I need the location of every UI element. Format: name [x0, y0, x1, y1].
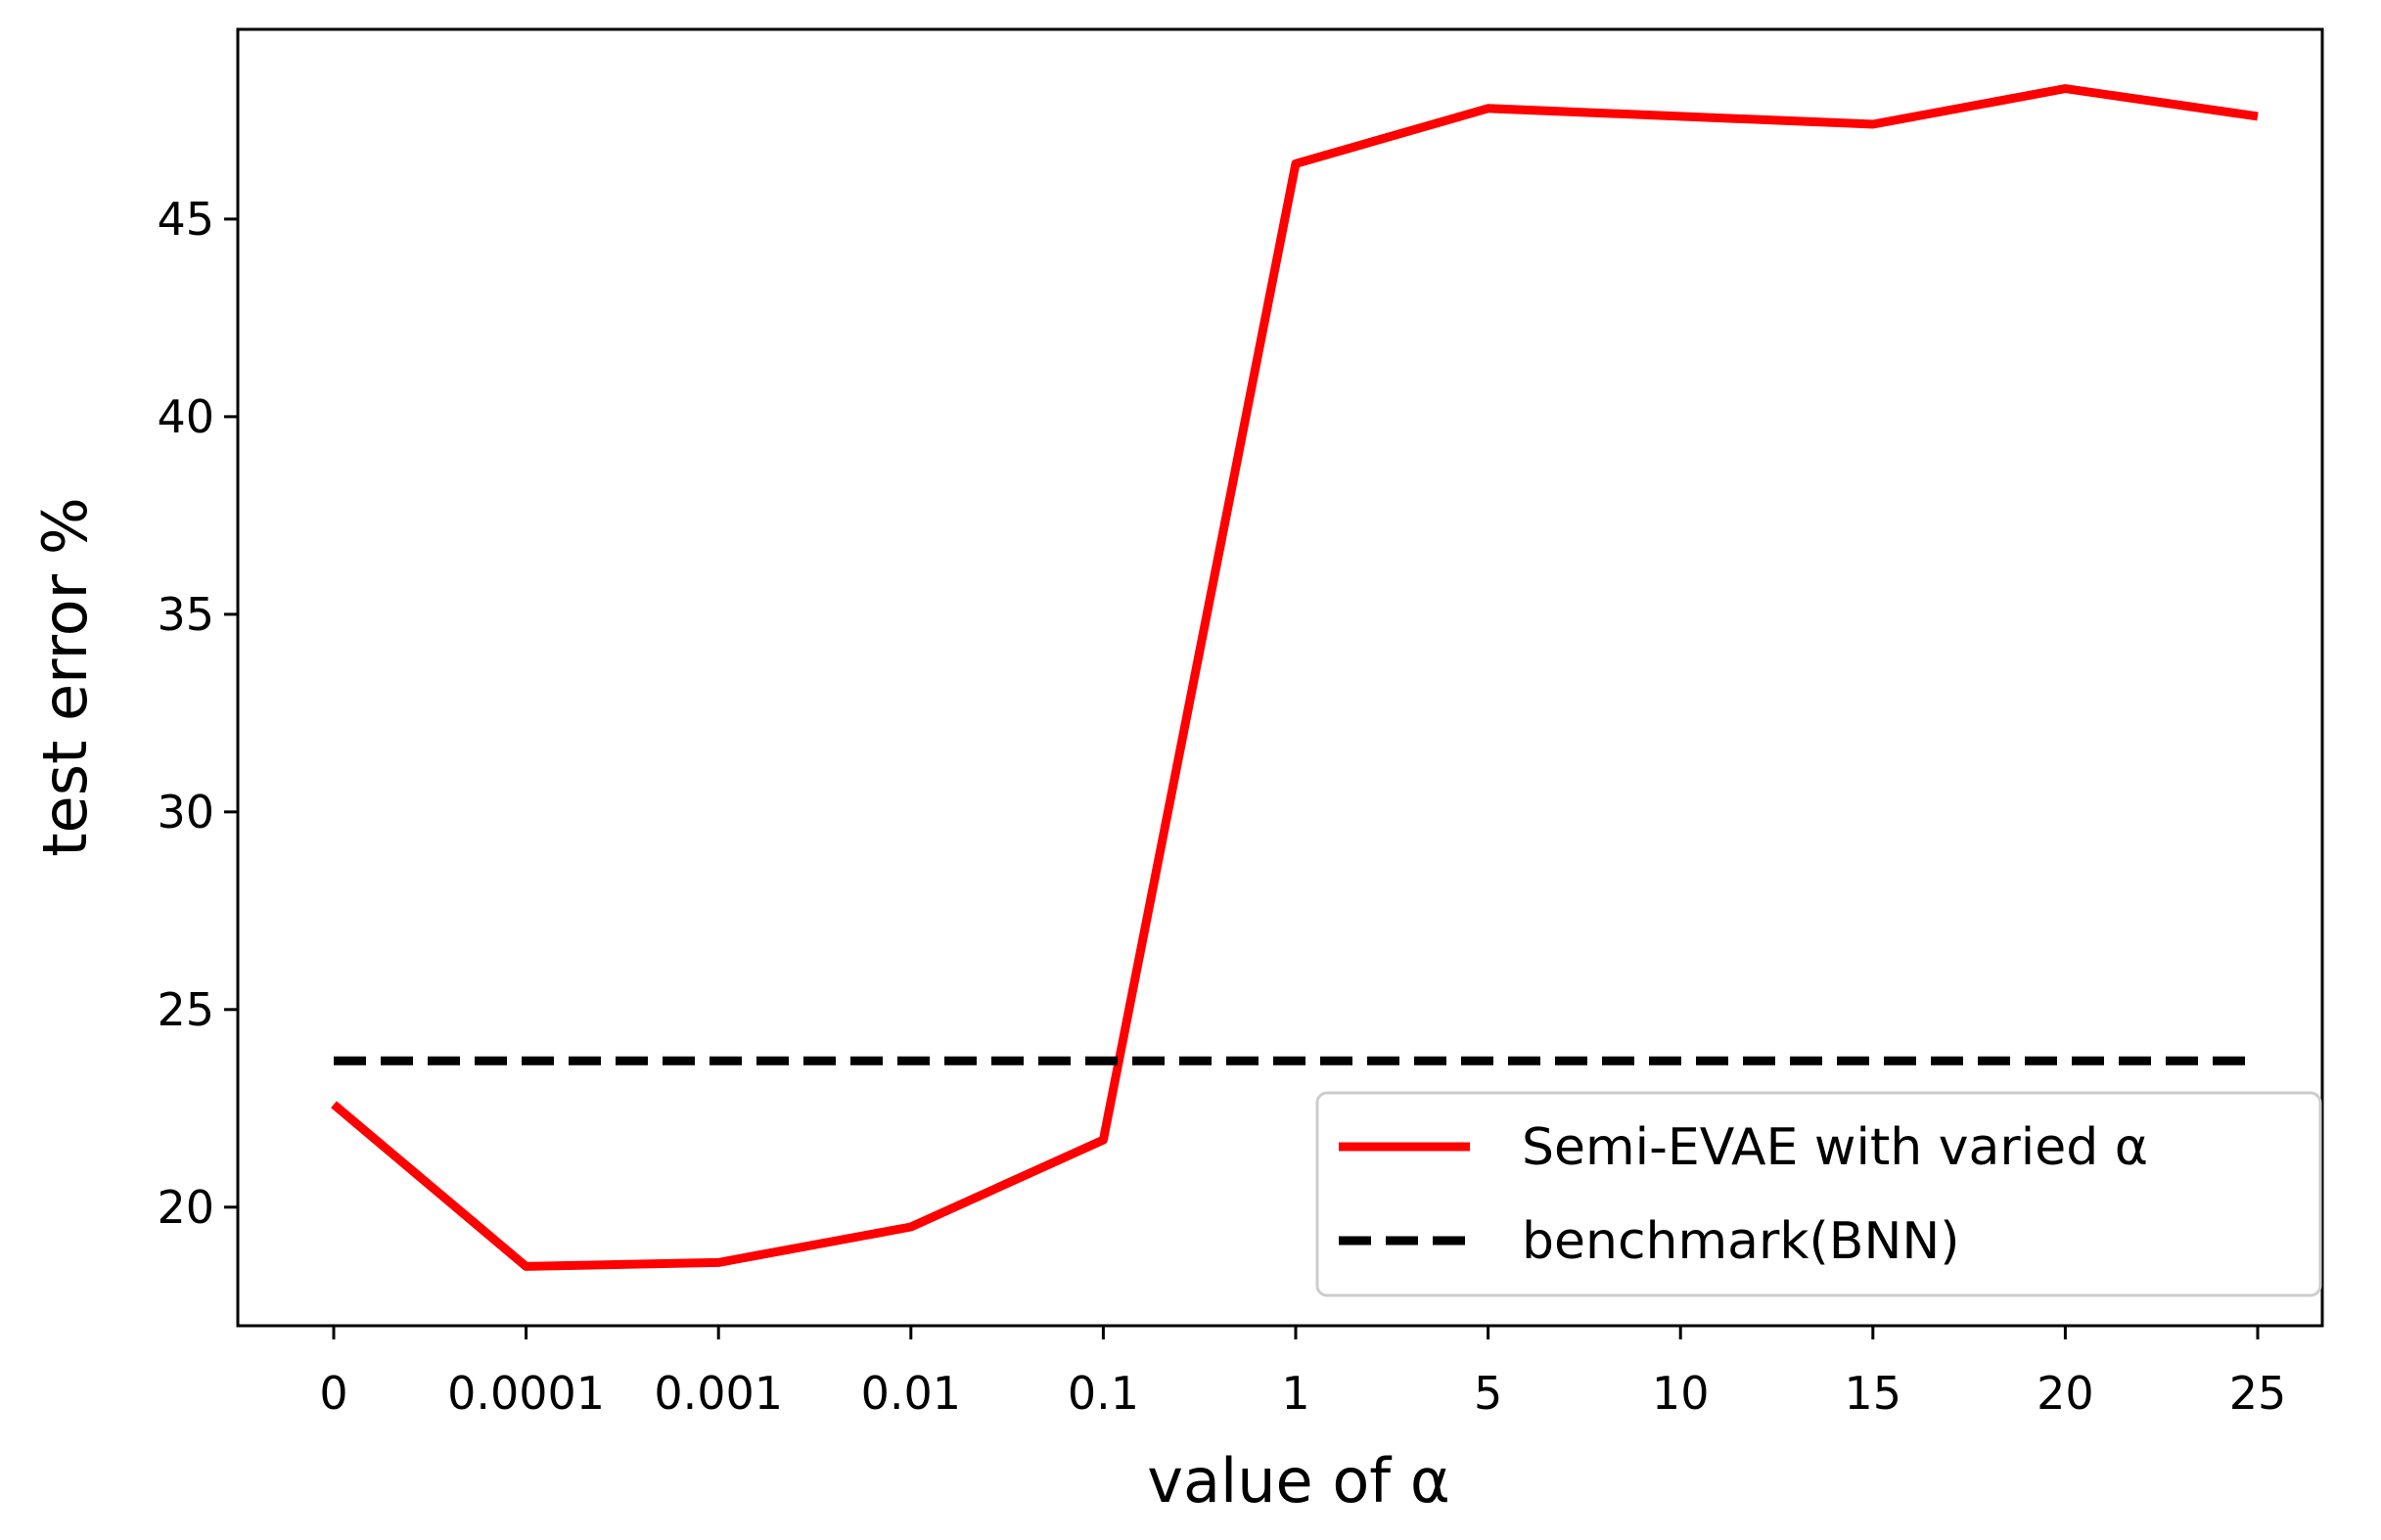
x-tick-label: 0 — [319, 1367, 347, 1420]
x-tick-label: 0.001 — [654, 1367, 783, 1420]
data-point — [330, 1057, 338, 1064]
x-tick-label: 0.0001 — [447, 1367, 605, 1420]
x-tick-label: 15 — [1845, 1367, 1902, 1420]
legend: Semi-EVAE with varied α benchmark(BNN) — [1315, 1091, 2322, 1297]
data-point — [330, 1101, 338, 1109]
series-line-semi-evae — [331, 84, 2259, 1271]
data-point — [907, 1223, 915, 1231]
y-axis-label: test error % — [29, 497, 101, 857]
legend-label-semi-evae: Semi-EVAE with varied α — [1522, 1118, 2148, 1177]
data-point — [1485, 105, 1492, 113]
y-tick-label: 35 — [157, 588, 214, 641]
data-point — [2254, 113, 2262, 120]
x-tick-label: 25 — [2229, 1367, 2287, 1420]
data-point — [1292, 159, 1300, 167]
legend-label-benchmark: benchmark(BNN) — [1522, 1212, 1960, 1271]
data-point — [714, 1258, 722, 1266]
x-axis-ticks: 0 0.0001 0.001 0.01 0.1 1 5 10 15 20 25 — [319, 1326, 2286, 1420]
legend-box — [1315, 1091, 2322, 1297]
x-tick-label: 5 — [1474, 1367, 1502, 1420]
data-point — [2254, 1057, 2262, 1064]
y-tick-label: 20 — [157, 1181, 214, 1234]
y-axis-ticks: 20 25 30 35 40 45 — [157, 193, 238, 1234]
y-tick-label: 40 — [157, 390, 214, 443]
y-tick-label: 30 — [157, 786, 214, 838]
x-tick-label: 0.01 — [861, 1367, 961, 1420]
data-point — [1869, 120, 1877, 128]
x-tick-label: 0.1 — [1068, 1367, 1139, 1420]
x-tick-label: 20 — [2037, 1367, 2094, 1420]
data-point — [523, 1262, 530, 1270]
x-tick-label: 10 — [1652, 1367, 1710, 1420]
y-tick-label: 45 — [157, 193, 214, 246]
x-tick-label: 1 — [1281, 1367, 1309, 1420]
y-tick-label: 25 — [157, 983, 214, 1036]
x-axis-label: value of α — [1147, 1445, 1449, 1517]
plot-frame — [236, 27, 2324, 1328]
series-layer — [330, 84, 2262, 1271]
data-point — [1099, 1136, 1107, 1144]
data-point — [2061, 85, 2069, 93]
